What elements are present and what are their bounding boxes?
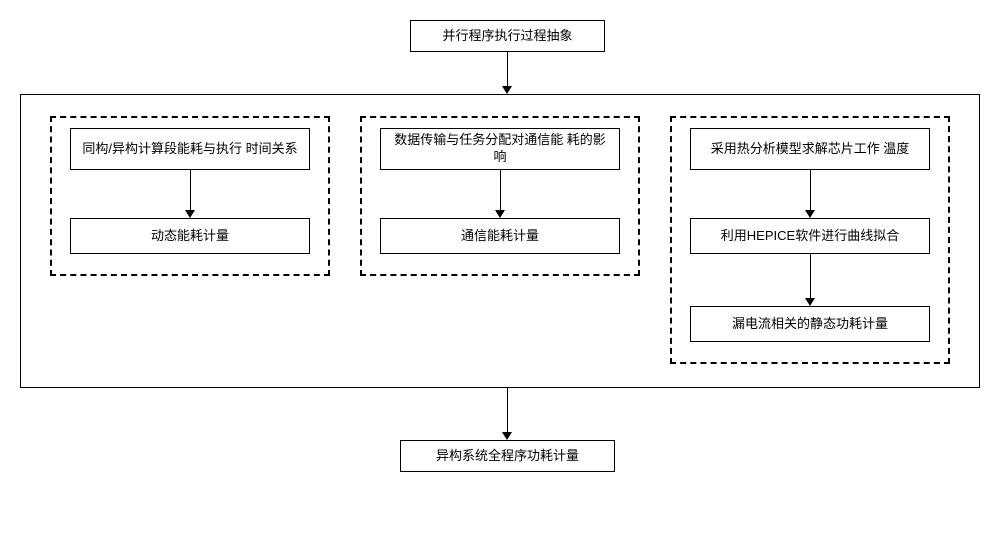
- arrow-line: [507, 388, 508, 432]
- node-g3-3: 漏电流相关的静态功耗计量: [690, 306, 930, 342]
- arrow-line: [190, 170, 191, 210]
- arrow-line: [810, 170, 811, 210]
- node-g1-1: 同构/异构计算段能耗与执行 时间关系: [70, 128, 310, 170]
- node-top: 并行程序执行过程抽象: [410, 20, 605, 52]
- arrow-line: [507, 52, 508, 86]
- arrow-head-icon: [495, 210, 505, 218]
- arrow-line: [500, 170, 501, 210]
- arrow-head-icon: [185, 210, 195, 218]
- node-g2-2: 通信能耗计量: [380, 218, 620, 254]
- arrow-head-icon: [805, 298, 815, 306]
- node-g3-1: 采用热分析模型求解芯片工作 温度: [690, 128, 930, 170]
- arrow-head-icon: [502, 86, 512, 94]
- diagram-canvas: 并行程序执行过程抽象 同构/异构计算段能耗与执行 时间关系 动态能耗计量 数据传…: [20, 20, 980, 524]
- arrow-line: [810, 254, 811, 298]
- node-g2-1: 数据传输与任务分配对通信能 耗的影响: [380, 128, 620, 170]
- arrow-head-icon: [502, 432, 512, 440]
- node-bottom: 异构系统全程序功耗计量: [400, 440, 615, 472]
- node-g1-2: 动态能耗计量: [70, 218, 310, 254]
- arrow-head-icon: [805, 210, 815, 218]
- node-g3-2: 利用HEPICE软件进行曲线拟合: [690, 218, 930, 254]
